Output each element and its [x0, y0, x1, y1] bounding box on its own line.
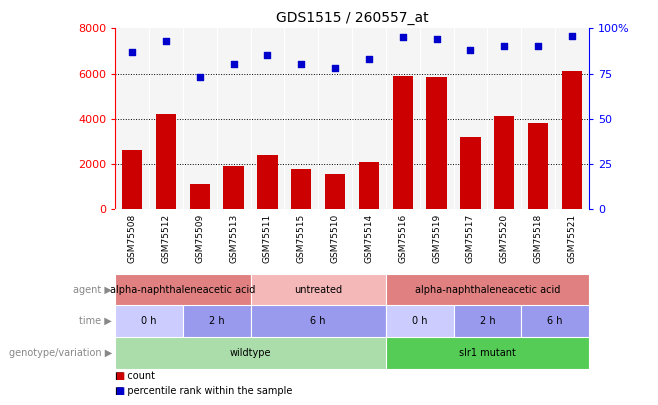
Title: GDS1515 / 260557_at: GDS1515 / 260557_at — [276, 11, 428, 25]
Text: GSM75508: GSM75508 — [128, 214, 137, 263]
Text: GSM75517: GSM75517 — [466, 214, 475, 263]
Bar — [562, 71, 582, 209]
Text: 0 h: 0 h — [141, 316, 157, 326]
Bar — [291, 169, 311, 209]
Point — [228, 61, 239, 68]
Text: GSM75519: GSM75519 — [432, 214, 441, 263]
Bar — [156, 114, 176, 209]
Bar — [190, 184, 210, 209]
Text: agent ▶: agent ▶ — [73, 285, 112, 294]
Bar — [461, 137, 480, 209]
Text: GSM75521: GSM75521 — [567, 214, 576, 263]
Bar — [224, 166, 243, 209]
Point — [161, 38, 171, 44]
Text: 2 h: 2 h — [480, 316, 495, 326]
Point — [364, 56, 374, 62]
Point — [330, 65, 340, 71]
Bar — [528, 123, 548, 209]
Bar — [251, 274, 386, 305]
Point — [533, 43, 544, 50]
Point — [465, 47, 476, 53]
Bar — [122, 150, 142, 209]
Text: genotype/variation ▶: genotype/variation ▶ — [9, 348, 112, 358]
Text: time ▶: time ▶ — [79, 316, 112, 326]
Bar — [393, 76, 413, 209]
Text: slr1 mutant: slr1 mutant — [459, 348, 516, 358]
Text: untreated: untreated — [294, 285, 342, 294]
Bar — [453, 305, 521, 337]
Text: 0 h: 0 h — [412, 316, 428, 326]
Text: GSM75515: GSM75515 — [297, 214, 306, 263]
Text: 6 h: 6 h — [311, 316, 326, 326]
Text: GSM75514: GSM75514 — [365, 214, 374, 263]
Text: GSM75512: GSM75512 — [161, 214, 170, 263]
Text: alpha-naphthaleneacetic acid: alpha-naphthaleneacetic acid — [110, 285, 255, 294]
Text: ■ count: ■ count — [115, 371, 155, 381]
Bar — [359, 162, 379, 209]
Point — [567, 32, 577, 39]
Bar — [386, 337, 589, 369]
Bar — [426, 77, 447, 209]
Bar — [386, 274, 589, 305]
Bar — [325, 174, 345, 209]
Text: ■: ■ — [115, 386, 124, 396]
Bar — [257, 155, 278, 209]
Point — [195, 74, 205, 80]
Bar — [494, 116, 515, 209]
Text: GSM75509: GSM75509 — [195, 214, 204, 263]
Text: ■: ■ — [115, 371, 124, 381]
Point — [397, 34, 408, 40]
Text: ■ percentile rank within the sample: ■ percentile rank within the sample — [115, 386, 293, 396]
Bar — [115, 337, 386, 369]
Text: wildtype: wildtype — [230, 348, 271, 358]
Text: GSM75520: GSM75520 — [500, 214, 509, 263]
Bar — [386, 305, 453, 337]
Text: GSM75511: GSM75511 — [263, 214, 272, 263]
Point — [296, 61, 307, 68]
Bar — [251, 305, 386, 337]
Text: GSM75516: GSM75516 — [398, 214, 407, 263]
Text: 2 h: 2 h — [209, 316, 224, 326]
Point — [432, 36, 442, 43]
Text: 6 h: 6 h — [547, 316, 563, 326]
Point — [262, 52, 272, 59]
Text: GSM75518: GSM75518 — [534, 214, 543, 263]
Bar — [115, 274, 251, 305]
Bar — [115, 305, 183, 337]
Point — [127, 49, 138, 55]
Text: GSM75510: GSM75510 — [330, 214, 340, 263]
Text: alpha-naphthaleneacetic acid: alpha-naphthaleneacetic acid — [415, 285, 560, 294]
Bar — [183, 305, 251, 337]
Bar — [521, 305, 589, 337]
Point — [499, 43, 509, 50]
Text: GSM75513: GSM75513 — [229, 214, 238, 263]
